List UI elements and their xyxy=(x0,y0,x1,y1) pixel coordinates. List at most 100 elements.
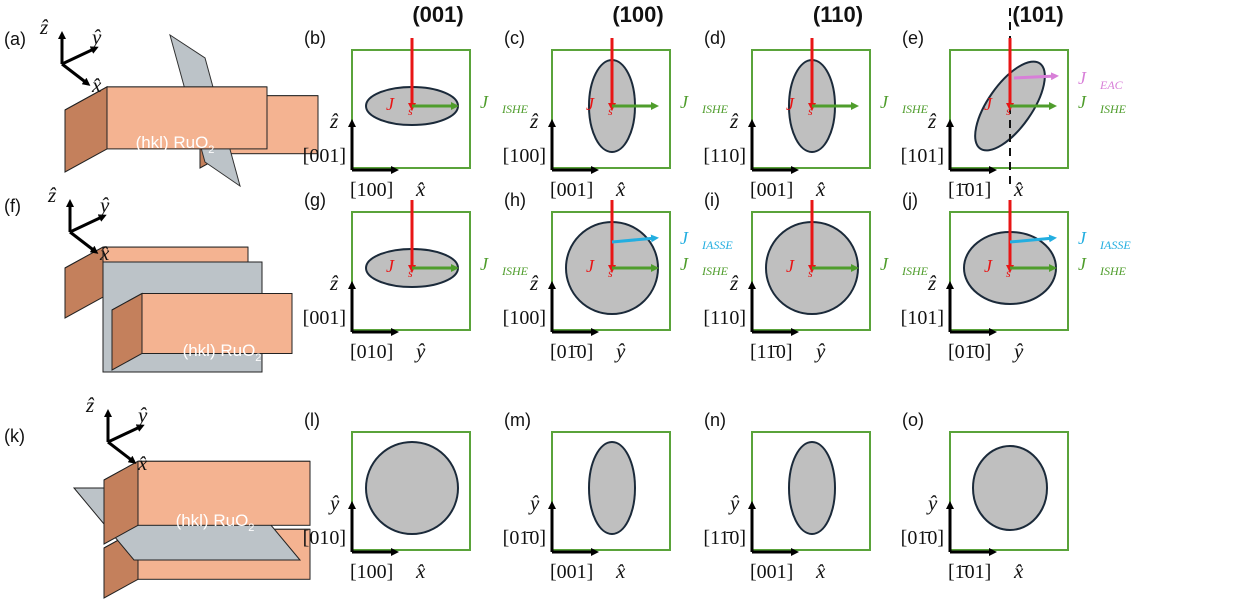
horizontal-direction-label: [001] xyxy=(750,561,793,583)
panel-letter: (c) xyxy=(504,28,525,48)
column-header-2: (110) xyxy=(813,2,863,27)
panel-c: (c) J⃗s J⃗ISHE ẑ [100][001] x̂ xyxy=(503,28,729,201)
panel-letter-a: (a) xyxy=(4,29,26,49)
vertical-direction-label: [100] xyxy=(503,307,546,329)
axes-a: ẑ ŷ x̂ xyxy=(39,15,102,97)
block-side-face xyxy=(64,246,104,319)
eac-label: J⃗EAC xyxy=(1078,68,1124,92)
spin-current-label: J⃗s xyxy=(386,256,413,280)
iasse-label: J⃗IASSE xyxy=(680,228,733,252)
block-front-face xyxy=(137,460,311,526)
x-axis-arrow xyxy=(107,440,137,464)
panel-letter: (g) xyxy=(304,190,326,210)
block-front xyxy=(111,292,293,371)
spin-current-label: J⃗s xyxy=(586,94,613,118)
horizontal-direction-label: [001] xyxy=(750,179,793,201)
panel-letter: (i) xyxy=(704,190,720,210)
vertical-direction-label: [01̄0] xyxy=(503,527,546,549)
horizontal-direction-label: [010] xyxy=(350,341,393,363)
ishe-label: J⃗ISHE xyxy=(680,254,729,278)
vertical-direction-label: [101] xyxy=(901,307,944,329)
horizontal-axis-label: x̂ xyxy=(415,559,426,583)
panel-frame xyxy=(351,431,471,551)
column-header-0: (001) xyxy=(412,2,463,27)
axes-f: ẑ ŷ x̂ xyxy=(47,183,110,265)
panel-letter-k: (k) xyxy=(4,426,25,446)
x-axis-arrow xyxy=(61,62,91,86)
horizontal-axis-label: x̂ xyxy=(1013,177,1024,201)
vertical-direction-label: [001] xyxy=(303,307,346,329)
block-front-face xyxy=(106,86,268,150)
vertical-axis-label: ẑ xyxy=(529,109,539,133)
iasse-label: J⃗IASSE xyxy=(1078,228,1131,252)
horizontal-direction-label: [01̄0] xyxy=(550,341,593,363)
ishe-label: J⃗ISHE xyxy=(1078,92,1127,116)
cross-section-ellipse xyxy=(588,441,636,535)
panel-letter: (o) xyxy=(902,410,924,430)
vertical-axis-label: ẑ xyxy=(729,271,739,295)
schematic-k: (k) (hkl) RuO2 ẑ ŷ x̂ xyxy=(4,393,311,599)
vertical-axis-label: ẑ xyxy=(329,271,339,295)
column-header-3: (101) xyxy=(1012,2,1063,27)
panel-i: (i) J⃗s J⃗ISHE ẑ [110][11̄0] ŷ xyxy=(703,190,928,363)
panel-frame xyxy=(949,431,1069,551)
panel-letter: (b) xyxy=(304,28,326,48)
horizontal-axis-label: ŷ xyxy=(414,339,426,363)
block-front-face xyxy=(141,293,293,354)
vertical-axis-label: ẑ xyxy=(927,109,937,133)
vertical-axis-label: ŷ xyxy=(528,491,540,515)
panel-letter: (j) xyxy=(902,190,918,210)
axis-label-x: x̂ xyxy=(99,241,110,265)
axes-k: ẑ ŷ x̂ xyxy=(85,393,148,475)
vertical-axis-label: ŷ xyxy=(328,491,340,515)
panel-d: (d) J⃗s J⃗ISHE ẑ [110][001] x̂ xyxy=(703,28,928,201)
x-axis-arrow xyxy=(69,230,99,254)
ishe-label: J⃗ISHE xyxy=(480,92,529,116)
horizontal-axis-label: x̂ xyxy=(815,559,826,583)
vertical-axis-label: ẑ xyxy=(329,109,339,133)
axis-label-y: ŷ xyxy=(136,403,148,427)
vertical-axis-label: ŷ xyxy=(926,491,938,515)
horizontal-direction-label: [1̄01] xyxy=(948,561,991,583)
cross-section-ellipse xyxy=(788,441,836,535)
block-front xyxy=(64,86,268,173)
panel-frame xyxy=(751,431,871,551)
horizontal-direction-label: [01̄0] xyxy=(948,341,991,363)
spin-current-label: J⃗s xyxy=(786,256,813,280)
vertical-axis-label: ẑ xyxy=(529,271,539,295)
block-side-face xyxy=(64,86,108,173)
axis-label-x: x̂ xyxy=(137,451,148,475)
axis-label-y: ŷ xyxy=(90,25,102,49)
y-axis-arrow xyxy=(61,46,99,66)
eac-arrow xyxy=(1013,72,1059,81)
ishe-label: J⃗ISHE xyxy=(1078,254,1127,278)
vertical-direction-label: [100] xyxy=(503,145,546,167)
ishe-label: J⃗ISHE xyxy=(680,92,729,116)
vertical-direction-label: [110] xyxy=(703,307,746,329)
panel-b: (b) J⃗s J⃗ISHE ẑ [001][100] x̂ xyxy=(303,28,529,201)
iasse-arrow xyxy=(611,234,659,244)
horizontal-axis-label: x̂ xyxy=(1013,559,1024,583)
panel-n: (n) ŷ [11̄0][001] x̂ xyxy=(703,410,871,583)
panel-letter: (l) xyxy=(304,410,320,430)
cross-section-ellipse xyxy=(365,441,459,535)
horizontal-axis-label: x̂ xyxy=(615,559,626,583)
horizontal-axis-label: ŷ xyxy=(1012,339,1024,363)
vertical-axis-label: ẑ xyxy=(729,109,739,133)
block-label-a: (hkl) RuO2 xyxy=(136,133,215,156)
block-label-f: (hkl) RuO2 xyxy=(183,341,262,364)
horizontal-direction-label: [001] xyxy=(550,179,593,201)
block-top xyxy=(103,460,311,545)
panel-letter: (e) xyxy=(902,28,924,48)
vertical-direction-label: [001] xyxy=(303,145,346,167)
block-label-k: (hkl) RuO2 xyxy=(176,511,255,534)
vertical-axis-label: ẑ xyxy=(927,271,937,295)
horizontal-axis-label: x̂ xyxy=(615,177,626,201)
axis-label-z: ẑ xyxy=(47,183,57,207)
spin-current-label: J⃗s xyxy=(984,94,1011,118)
horizontal-direction-label: [100] xyxy=(350,179,393,201)
vertical-direction-label: [01̄0] xyxy=(901,527,944,549)
panel-letter: (n) xyxy=(704,410,726,430)
